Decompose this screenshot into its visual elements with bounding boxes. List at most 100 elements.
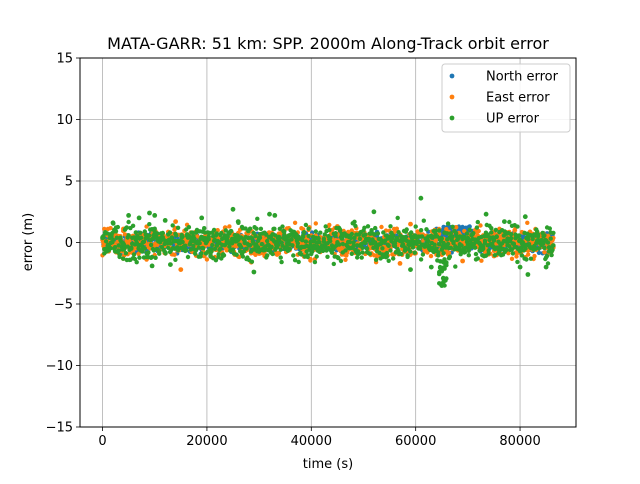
- data-point: [191, 243, 196, 248]
- data-point: [475, 219, 480, 225]
- data-point-outlier: [440, 275, 446, 281]
- data-point: [169, 235, 174, 240]
- data-point: [551, 243, 556, 248]
- y-tick-label: 15: [56, 52, 73, 67]
- data-point: [367, 251, 372, 256]
- data-point: [418, 228, 424, 233]
- data-point-outlier: [199, 215, 205, 221]
- data-point: [355, 255, 360, 260]
- data-point-outlier: [152, 213, 158, 218]
- data-point-outlier: [512, 227, 518, 233]
- data-point: [183, 243, 188, 248]
- data-point: [150, 236, 156, 241]
- data-point: [223, 228, 228, 233]
- y-tick-label: 0: [65, 236, 73, 251]
- data-point: [258, 226, 264, 231]
- data-point: [124, 225, 129, 230]
- data-point: [300, 238, 305, 243]
- data-point: [413, 224, 418, 229]
- y-tick-label: 5: [65, 175, 73, 190]
- data-point: [446, 250, 452, 255]
- data-point: [353, 223, 358, 229]
- data-point: [525, 220, 530, 225]
- data-point: [454, 231, 459, 236]
- data-point: [384, 254, 390, 259]
- data-point-outlier: [397, 261, 403, 266]
- data-point: [476, 228, 481, 234]
- data-point: [374, 254, 380, 259]
- data-point-outlier: [168, 262, 173, 267]
- data-point: [269, 244, 274, 250]
- data-point: [486, 248, 491, 253]
- data-point: [399, 251, 404, 257]
- data-point: [337, 227, 343, 232]
- data-point: [523, 246, 528, 251]
- legend-label: East error: [486, 91, 550, 106]
- data-points: [100, 195, 556, 288]
- data-point: [524, 257, 529, 262]
- data-point: [190, 230, 195, 235]
- data-point: [160, 230, 165, 236]
- data-point: [375, 231, 381, 236]
- data-point: [349, 251, 354, 256]
- data-point: [473, 251, 479, 257]
- data-point: [493, 227, 498, 233]
- data-point: [410, 245, 416, 250]
- data-point: [197, 241, 202, 246]
- data-point: [418, 257, 424, 262]
- data-point: [134, 260, 139, 265]
- data-point-outlier: [267, 211, 272, 217]
- data-point: [289, 237, 294, 242]
- data-point: [343, 248, 348, 253]
- data-point-outlier: [110, 220, 116, 226]
- data-point: [403, 234, 408, 240]
- data-point-outlier: [126, 213, 131, 218]
- data-point: [227, 224, 232, 229]
- data-point: [447, 254, 453, 259]
- data-point-outlier: [251, 269, 257, 275]
- data-point-outlier: [543, 264, 549, 270]
- data-point: [542, 250, 547, 255]
- data-point: [352, 219, 357, 224]
- data-point: [504, 247, 509, 252]
- data-point: [492, 253, 498, 258]
- data-point: [137, 255, 142, 260]
- data-point: [428, 253, 434, 259]
- data-point: [458, 252, 463, 257]
- data-point: [347, 240, 353, 245]
- data-point: [365, 224, 371, 229]
- data-point: [204, 257, 210, 262]
- data-point-outlier: [522, 214, 528, 220]
- data-point: [108, 226, 113, 231]
- data-point: [395, 215, 400, 221]
- data-point: [173, 257, 178, 262]
- data-point: [113, 229, 119, 234]
- data-point: [542, 245, 547, 251]
- data-point: [170, 223, 175, 228]
- data-point: [372, 232, 377, 237]
- data-point: [466, 253, 471, 258]
- data-point: [241, 249, 246, 254]
- data-point: [357, 236, 363, 241]
- data-point: [478, 223, 483, 228]
- data-point: [436, 253, 441, 258]
- data-point: [409, 236, 415, 241]
- data-point: [340, 241, 345, 247]
- data-point: [296, 259, 301, 265]
- data-point: [402, 248, 408, 253]
- data-point: [507, 219, 512, 225]
- data-point: [327, 227, 332, 233]
- data-point: [542, 233, 547, 238]
- data-point: [322, 232, 327, 237]
- data-point: [536, 246, 542, 251]
- data-point: [265, 253, 270, 258]
- data-point: [419, 234, 425, 239]
- legend-marker: [449, 73, 455, 79]
- data-point: [491, 238, 497, 243]
- data-point: [215, 228, 220, 233]
- data-point: [391, 256, 396, 261]
- data-point: [317, 240, 322, 245]
- data-point: [412, 250, 417, 255]
- data-point: [186, 225, 192, 230]
